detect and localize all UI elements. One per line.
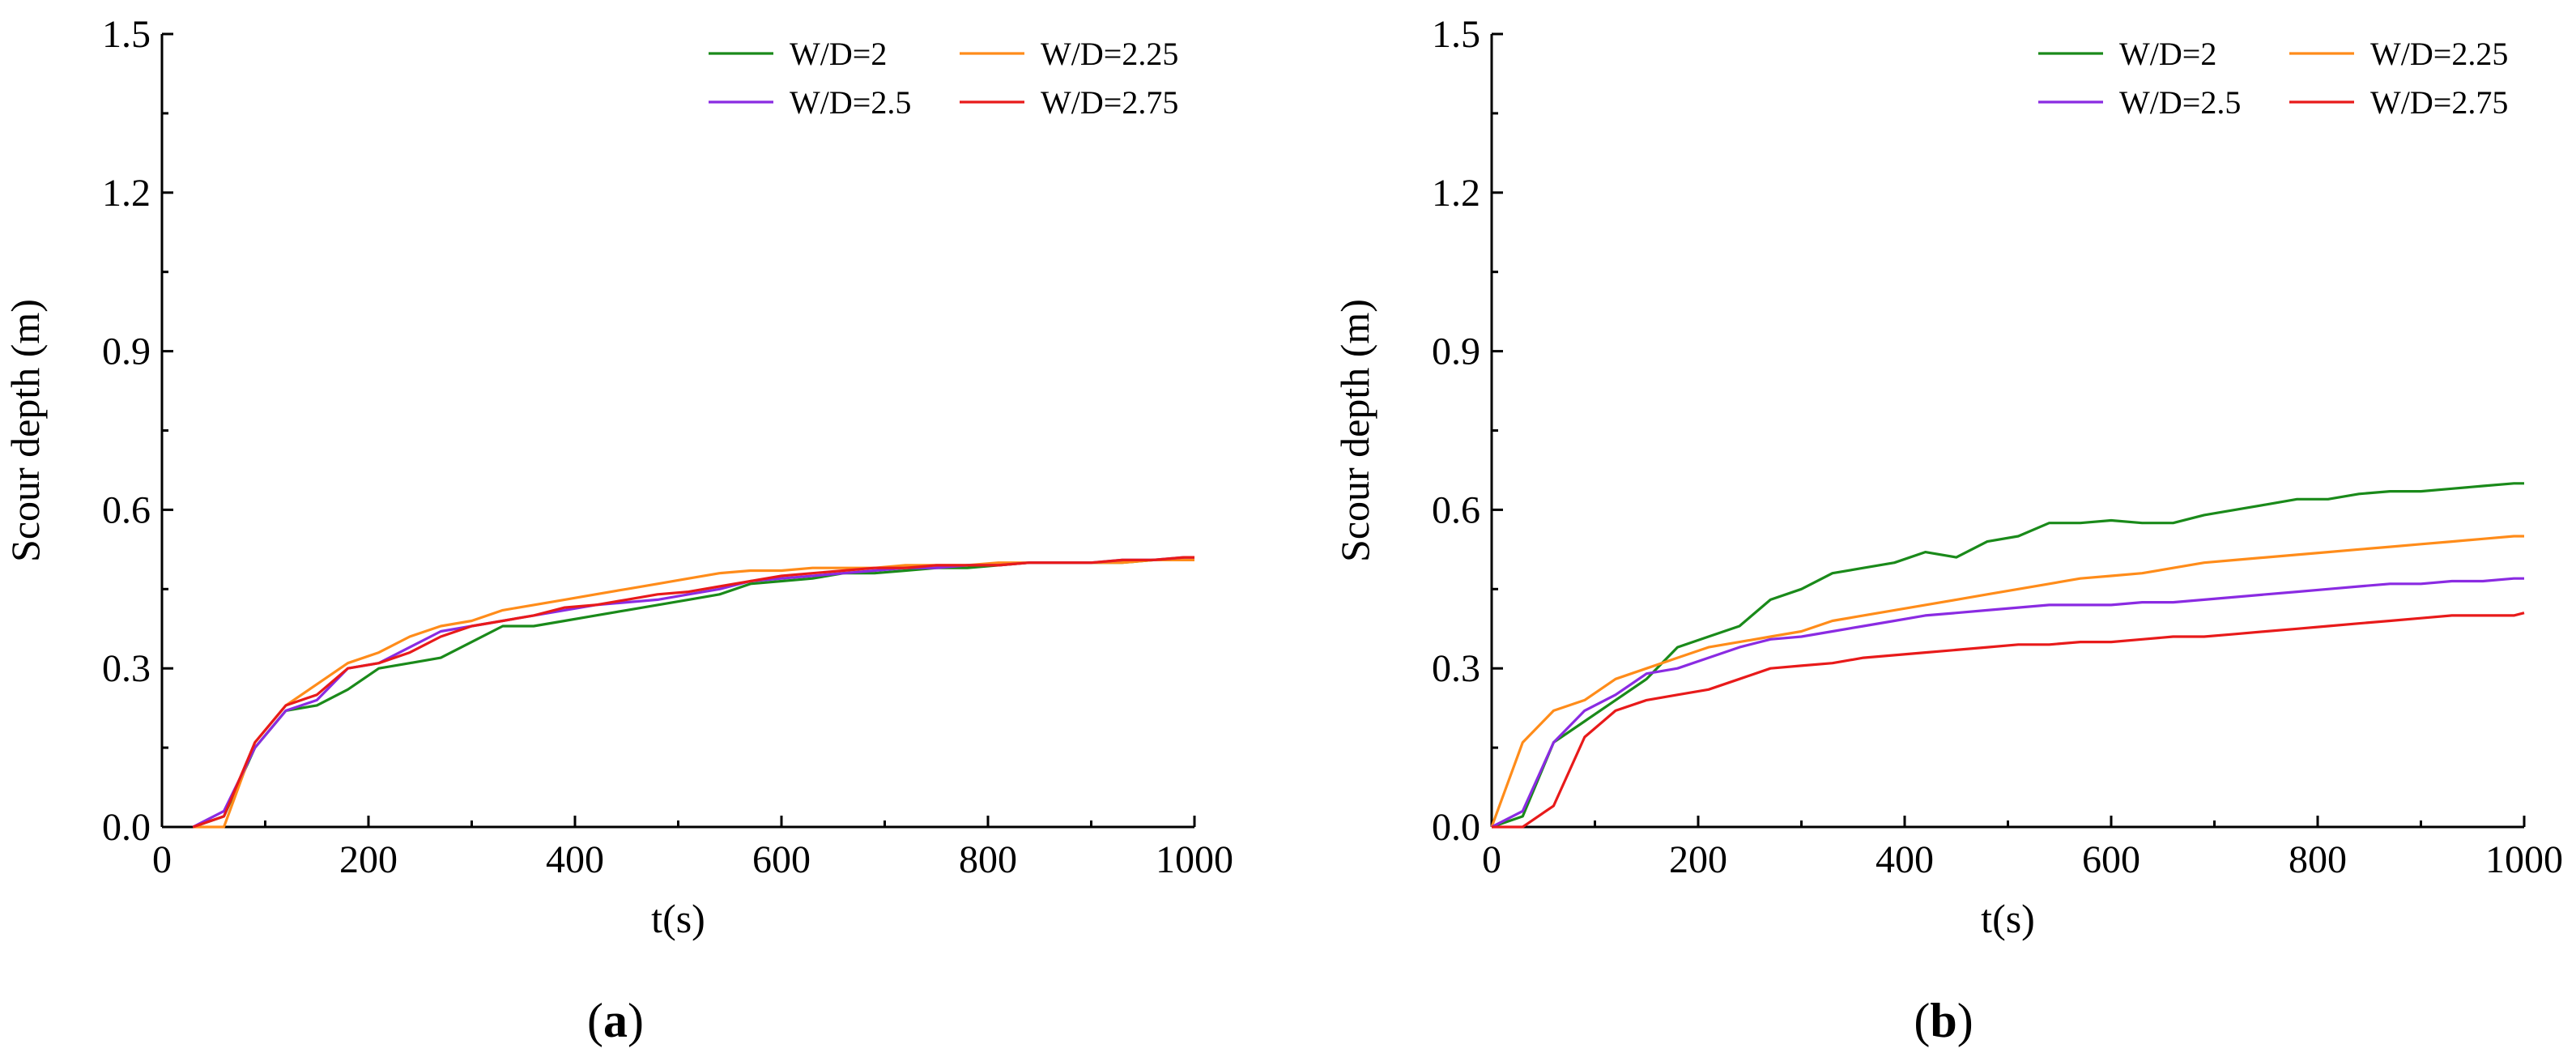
y-tick-label: 0.6 bbox=[102, 488, 151, 531]
panel-label: (a) bbox=[587, 994, 644, 1047]
y-tick-label: 0.3 bbox=[1432, 647, 1480, 690]
series-line-W-D-2-5 bbox=[1491, 577, 2524, 829]
x-tick-label: 200 bbox=[339, 838, 398, 881]
y-tick-label: 1.2 bbox=[102, 172, 151, 215]
legend-label: W/D=2.75 bbox=[2370, 84, 2508, 121]
y-tick-label: 1.2 bbox=[1432, 172, 1480, 215]
y-tick-label: 0.0 bbox=[102, 806, 151, 849]
y-tick-label: 0.3 bbox=[102, 647, 151, 690]
panel-a: 0.0 0.3 0.6 0.9 1.2 1.5 0 200 400 600 800 1000 t(s) S… bbox=[2, 13, 1233, 1047]
x-tick-label: 400 bbox=[1876, 838, 1934, 881]
series-line-W-D-2-25 bbox=[1490, 535, 2524, 828]
series-line-W-D-2 bbox=[1491, 482, 2524, 829]
panel-label-close-paren: ) bbox=[1957, 994, 1974, 1047]
panel-b: 0.0 0.3 0.6 0.9 1.2 1.5 0 200 400 600 800 1000 t(s) S… bbox=[1332, 13, 2563, 1047]
y-axis-title: Scour depth (m) bbox=[1332, 299, 1377, 562]
legend-label: W/D=2.25 bbox=[1041, 36, 1178, 72]
y-tick-label: 0.6 bbox=[1432, 488, 1480, 531]
panel-label: (b) bbox=[1914, 994, 1973, 1047]
x-tick-label: 200 bbox=[1669, 838, 1727, 881]
panel-label-letter: a bbox=[603, 994, 628, 1047]
legend-label: W/D=2 bbox=[2119, 36, 2216, 72]
y-tick-label: 0.0 bbox=[1432, 806, 1480, 849]
legend-label: W/D=2.75 bbox=[1041, 84, 1178, 121]
x-tick-label: 1000 bbox=[1156, 838, 1233, 881]
legend-label: W/D=2.5 bbox=[790, 84, 911, 121]
panel-label-open-paren: ( bbox=[587, 994, 603, 1047]
series-line-W-D-2-75 bbox=[1492, 612, 2525, 829]
x-tick-label: 800 bbox=[2289, 838, 2347, 881]
x-tick-label: 400 bbox=[546, 838, 604, 881]
panel-label-open-paren: ( bbox=[1914, 994, 1930, 1047]
y-tick-label: 1.5 bbox=[1432, 13, 1480, 56]
x-tick-label: 800 bbox=[959, 838, 1017, 881]
y-axis-title: Scour depth (m) bbox=[2, 299, 48, 562]
legend-label: W/D=2.5 bbox=[2119, 84, 2241, 121]
legend-label: W/D=2 bbox=[790, 36, 887, 72]
panel-label-close-paren: ) bbox=[628, 994, 644, 1047]
panel-label-letter: b bbox=[1930, 994, 1956, 1047]
x-tick-label: 0 bbox=[152, 838, 172, 881]
y-tick-label: 1.5 bbox=[102, 13, 151, 56]
x-tick-label: 1000 bbox=[2485, 838, 2563, 881]
x-axis-title: t(s) bbox=[651, 896, 705, 941]
x-tick-label: 600 bbox=[2082, 838, 2140, 881]
y-tick-label: 0.9 bbox=[102, 330, 151, 373]
x-tick-label: 0 bbox=[1482, 838, 1501, 881]
series-line-W-D-2 bbox=[192, 558, 1194, 829]
x-tick-label: 600 bbox=[752, 838, 811, 881]
legend-label: W/D=2.25 bbox=[2370, 36, 2508, 72]
y-tick-label: 0.9 bbox=[1432, 330, 1480, 373]
series-line-W-D-2-75 bbox=[192, 556, 1194, 829]
x-axis-title: t(s) bbox=[1981, 896, 2035, 941]
